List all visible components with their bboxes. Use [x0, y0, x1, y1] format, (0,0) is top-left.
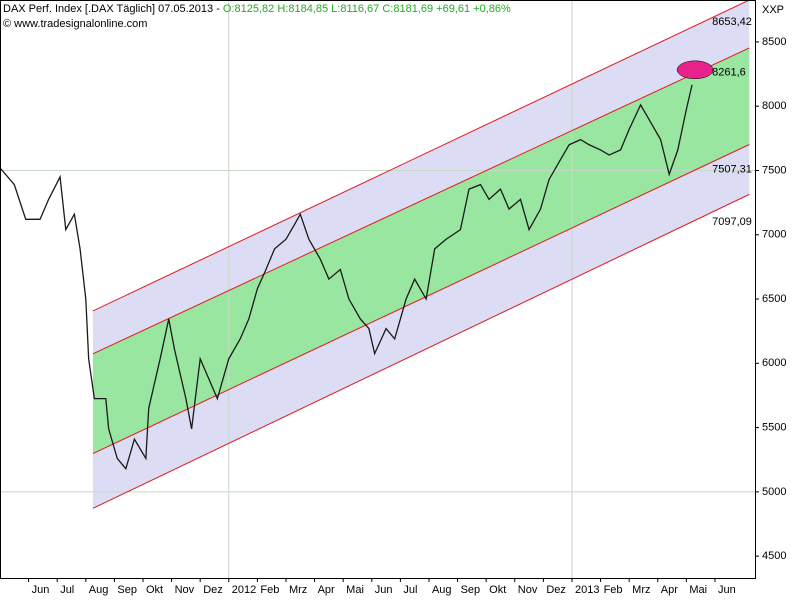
x-tick-label: Sep: [117, 584, 137, 596]
x-tick-label: Sep: [461, 584, 481, 596]
channel-line: [92, 0, 750, 312]
y-tick-label: 8000: [762, 100, 786, 112]
x-tick-label: Nov: [175, 584, 195, 596]
x-tick-label: 2012: [232, 584, 256, 596]
x-tick-label: Nov: [518, 584, 538, 596]
channel-label: 7507,31: [712, 163, 752, 175]
channel-line: [92, 47, 750, 355]
channel-label: 8653,42: [712, 16, 752, 28]
plot-area: [0, 0, 755, 578]
x-tick-label: Aug: [89, 584, 109, 596]
y-tick-label: 7500: [762, 164, 786, 176]
x-tick-label: Dez: [203, 584, 223, 596]
x-tick-label: Jul: [403, 584, 417, 596]
y-tick-label: 5500: [762, 421, 786, 433]
chart-title: DAX Perf. Index [.DAX Täglich] 07.05.201…: [3, 3, 511, 15]
x-tick-label: 2013: [575, 584, 599, 596]
y-tick-label: 4500: [762, 550, 786, 562]
x-tick-label: Jun: [375, 584, 393, 596]
y-tick-label: 6000: [762, 357, 786, 369]
y-tick-label: 6500: [762, 293, 786, 305]
x-tick-label: Okt: [146, 584, 163, 596]
x-tick-label: Apr: [318, 584, 335, 596]
title: DAX Perf. Index [.DAX Täglich] 07.05.201…: [3, 3, 220, 15]
plot-frame: [0, 0, 756, 579]
x-tick-label: Aug: [432, 584, 452, 596]
quote: O:8125,82 H:8184,85 L:8116,67 C:8181,69 …: [223, 3, 511, 15]
y-tick-label: 8500: [762, 36, 786, 48]
highlight-marker: [676, 60, 714, 80]
x-tick-label: Jun: [32, 584, 50, 596]
x-tick-label: Okt: [489, 584, 506, 596]
x-tick-label: Jul: [60, 584, 74, 596]
x-tick-label: Feb: [604, 584, 623, 596]
axis-symbol: XXP: [762, 4, 784, 16]
y-tick-label: 5000: [762, 486, 786, 498]
source: © www.tradesignalonline.com: [3, 18, 147, 30]
x-tick-label: Mrz: [632, 584, 650, 596]
price-line: [0, 84, 693, 471]
x-tick-label: Dez: [546, 584, 566, 596]
channel-line: [92, 193, 750, 509]
x-tick-label: Feb: [260, 584, 279, 596]
y-tick-label: 7000: [762, 229, 786, 241]
channel-label: 8261,6: [712, 66, 746, 78]
x-tick-label: Mrz: [289, 584, 307, 596]
x-tick-label: Jun: [718, 584, 736, 596]
x-tick-label: Mai: [689, 584, 707, 596]
channel-label: 7097,09: [712, 216, 752, 228]
x-tick-label: Mai: [346, 584, 364, 596]
channel-line: [92, 144, 750, 455]
channel-inner: [92, 47, 750, 454]
x-tick-label: Apr: [661, 584, 678, 596]
